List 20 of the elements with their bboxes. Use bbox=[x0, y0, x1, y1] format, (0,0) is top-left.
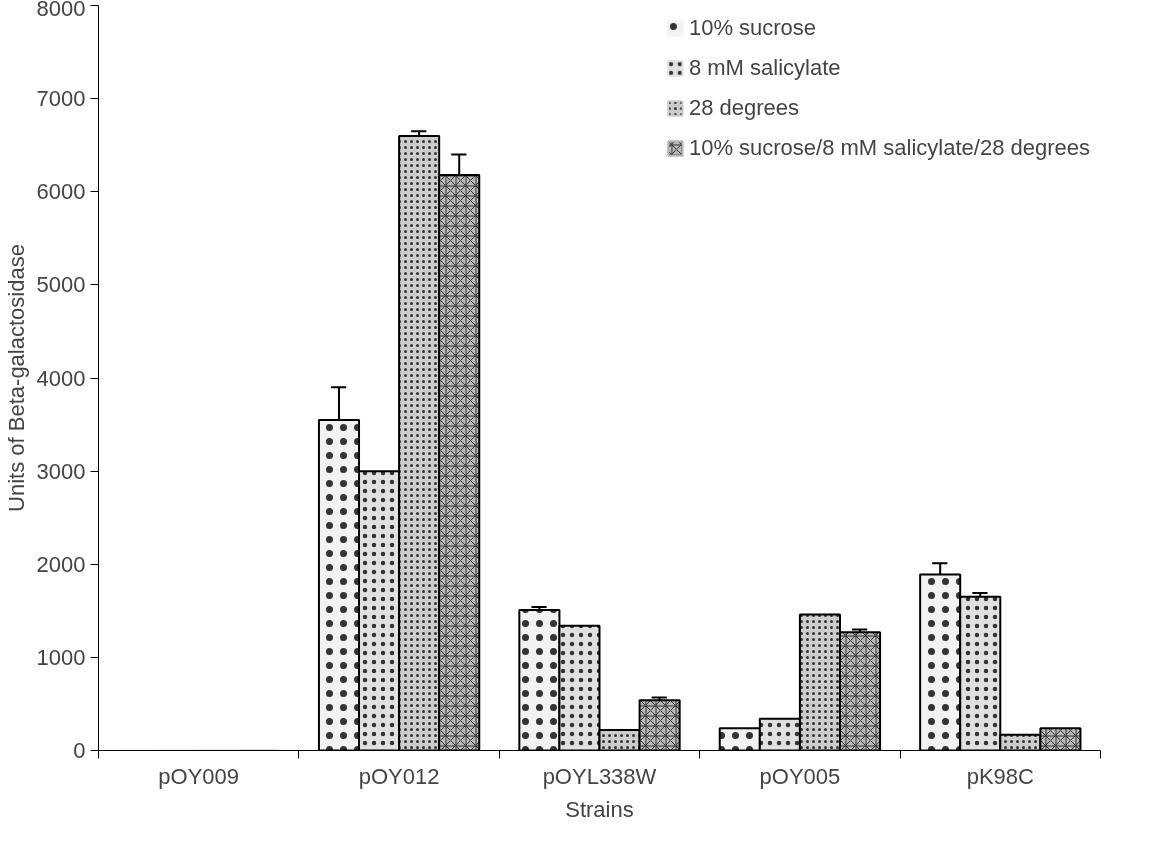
x-tick-label: pOYL338W bbox=[542, 763, 657, 789]
y-tick-label: 2000 bbox=[36, 551, 86, 577]
legend-label: 10% sucrose bbox=[688, 15, 818, 41]
legend-label: 28 degrees bbox=[688, 95, 800, 121]
y-axis-title: Units of Beta-galactosidase bbox=[3, 244, 29, 512]
legend-label: 8 mM salicylate bbox=[688, 55, 842, 81]
y-tick-label: 4000 bbox=[36, 365, 86, 391]
y-tick-label: 5000 bbox=[36, 272, 86, 298]
y-tick-label: 8000 bbox=[36, 0, 86, 21]
x-tick-label: pOY009 bbox=[158, 763, 240, 789]
x-tick-label: pOY012 bbox=[358, 763, 440, 789]
y-tick-label: 0 bbox=[73, 738, 86, 763]
y-tick-label: 1000 bbox=[36, 644, 86, 670]
y-tick-label: 6000 bbox=[36, 179, 86, 205]
legend-label: 10% sucrose/8 mM salicylate/28 degrees bbox=[688, 135, 1090, 161]
x-tick-label: pK98C bbox=[966, 763, 1035, 789]
x-tick-label: pOY005 bbox=[759, 763, 841, 789]
x-axis-title: Strains bbox=[565, 796, 634, 822]
y-tick-label: 3000 bbox=[36, 458, 86, 484]
y-tick-label: 7000 bbox=[36, 86, 86, 112]
